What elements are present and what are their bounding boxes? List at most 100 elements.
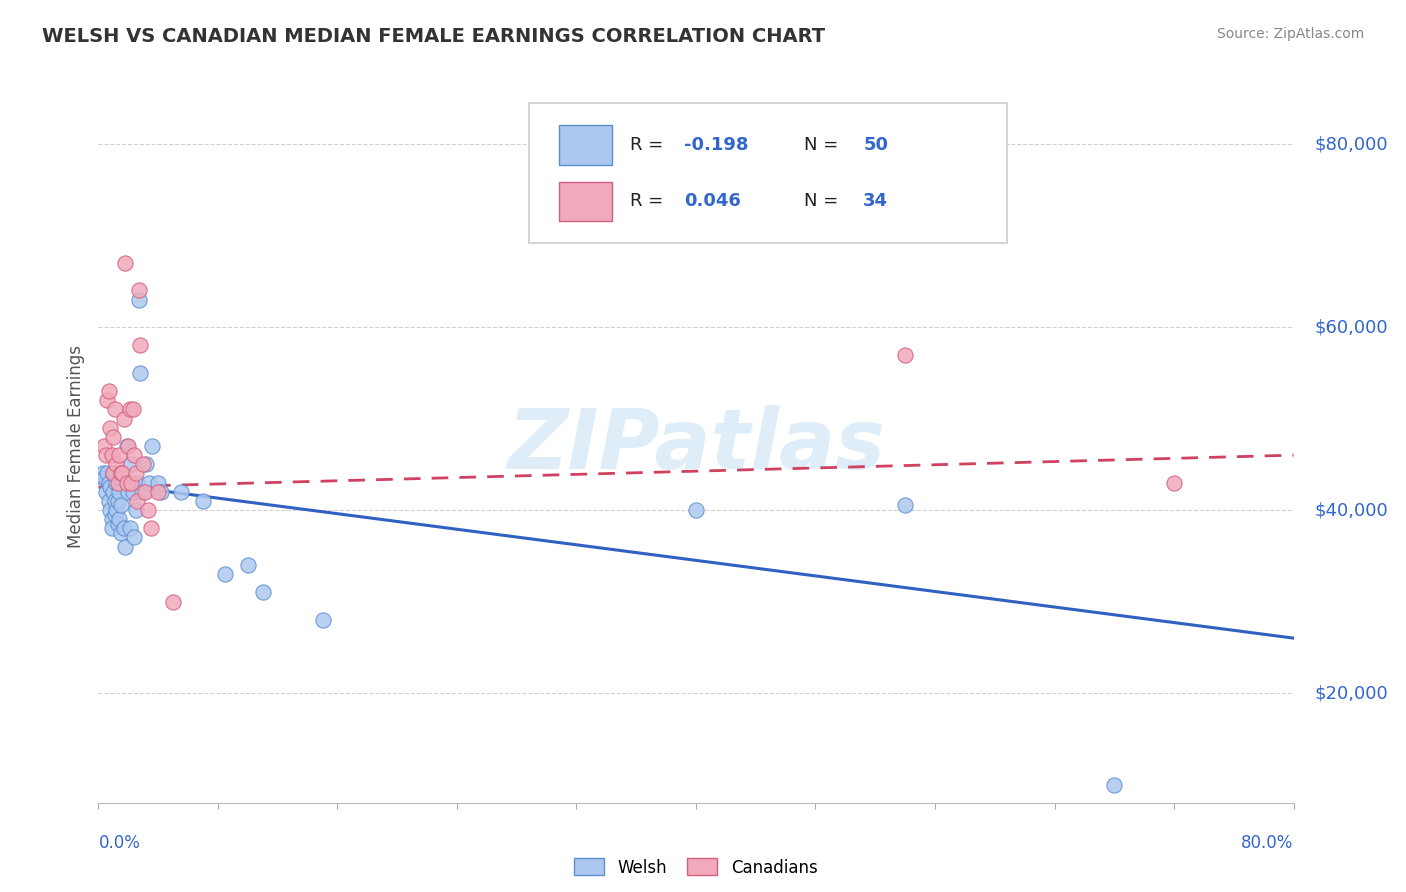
Y-axis label: Median Female Earnings: Median Female Earnings (66, 344, 84, 548)
Legend: Welsh, Canadians: Welsh, Canadians (575, 858, 817, 877)
Point (125, 503, 148, 517)
Point (101, 512, 124, 526)
Text: R =: R = (630, 192, 669, 211)
Point (311, 613, 333, 627)
Point (107, 516, 129, 531)
Point (108, 484, 131, 499)
Point (114, 540, 136, 554)
Point (125, 467, 148, 481)
Text: $20,000: $20,000 (1315, 684, 1388, 702)
Point (127, 475, 149, 490)
Point (128, 293, 150, 307)
Point (121, 484, 143, 499)
Point (108, 512, 131, 526)
Point (94, 484, 117, 499)
Point (105, 503, 128, 517)
Point (117, 439, 139, 453)
Point (107, 494, 129, 508)
Point (105, 458, 128, 472)
Text: N =: N = (804, 136, 844, 154)
Point (1163, 475, 1185, 490)
Text: -0.198: -0.198 (685, 136, 748, 154)
Point (136, 503, 159, 517)
Text: 80.0%: 80.0% (1241, 834, 1294, 852)
Point (110, 499, 132, 513)
Point (97, 384, 120, 398)
Point (98, 503, 122, 517)
FancyBboxPatch shape (558, 125, 612, 164)
Point (104, 494, 127, 508)
Point (139, 521, 162, 535)
Point (191, 494, 214, 508)
Point (128, 284, 150, 298)
Point (214, 567, 236, 582)
Point (110, 525, 132, 540)
Point (91, 467, 114, 481)
Text: 50: 50 (863, 136, 889, 154)
Point (96, 393, 118, 408)
Text: $80,000: $80,000 (1315, 135, 1388, 153)
Point (148, 484, 170, 499)
Point (101, 521, 124, 535)
Text: $40,000: $40,000 (1315, 501, 1388, 519)
Point (894, 347, 917, 361)
Text: $60,000: $60,000 (1315, 318, 1388, 336)
Point (110, 467, 132, 481)
Point (103, 467, 125, 481)
Point (97, 475, 120, 490)
Point (103, 467, 125, 481)
Point (111, 471, 134, 485)
Point (93, 439, 115, 453)
Point (129, 366, 152, 380)
Point (131, 484, 153, 499)
Point (111, 467, 134, 481)
FancyBboxPatch shape (529, 103, 1007, 243)
FancyBboxPatch shape (558, 181, 612, 220)
Point (118, 521, 141, 535)
Point (129, 338, 152, 352)
Point (103, 430, 125, 444)
Point (96, 467, 118, 481)
Point (124, 448, 146, 462)
Point (103, 484, 125, 499)
Text: N =: N = (804, 192, 844, 211)
Point (120, 475, 142, 490)
Point (112, 521, 135, 535)
Point (1104, 777, 1126, 791)
Text: ZIPatlas: ZIPatlas (508, 406, 884, 486)
Point (93, 471, 115, 485)
Point (138, 475, 160, 490)
Text: 0.0%: 0.0% (98, 834, 141, 852)
Point (120, 458, 142, 472)
Text: 0.046: 0.046 (685, 192, 741, 211)
Point (104, 508, 127, 522)
Text: 34: 34 (863, 192, 889, 211)
Point (101, 448, 124, 462)
Text: WELSH VS CANADIAN MEDIAN FEMALE EARNINGS CORRELATION CHART: WELSH VS CANADIAN MEDIAN FEMALE EARNINGS… (42, 27, 825, 45)
Point (94, 448, 117, 462)
Point (141, 439, 163, 453)
Point (104, 402, 127, 417)
Point (127, 494, 149, 508)
Point (685, 503, 707, 517)
Point (894, 499, 917, 513)
Point (150, 484, 173, 499)
Point (115, 475, 138, 490)
Text: Source: ZipAtlas.com: Source: ZipAtlas.com (1216, 27, 1364, 41)
Point (98, 420, 122, 434)
Point (135, 458, 157, 472)
Point (162, 594, 184, 608)
Point (117, 484, 139, 499)
Point (134, 484, 156, 499)
Point (169, 484, 191, 499)
Text: R =: R = (630, 136, 669, 154)
Point (121, 402, 143, 417)
Point (114, 256, 136, 270)
Point (107, 475, 129, 490)
Point (132, 458, 155, 472)
Point (97, 494, 120, 508)
Point (148, 475, 170, 490)
Point (252, 585, 274, 599)
Point (105, 475, 128, 490)
Point (98, 480, 122, 494)
